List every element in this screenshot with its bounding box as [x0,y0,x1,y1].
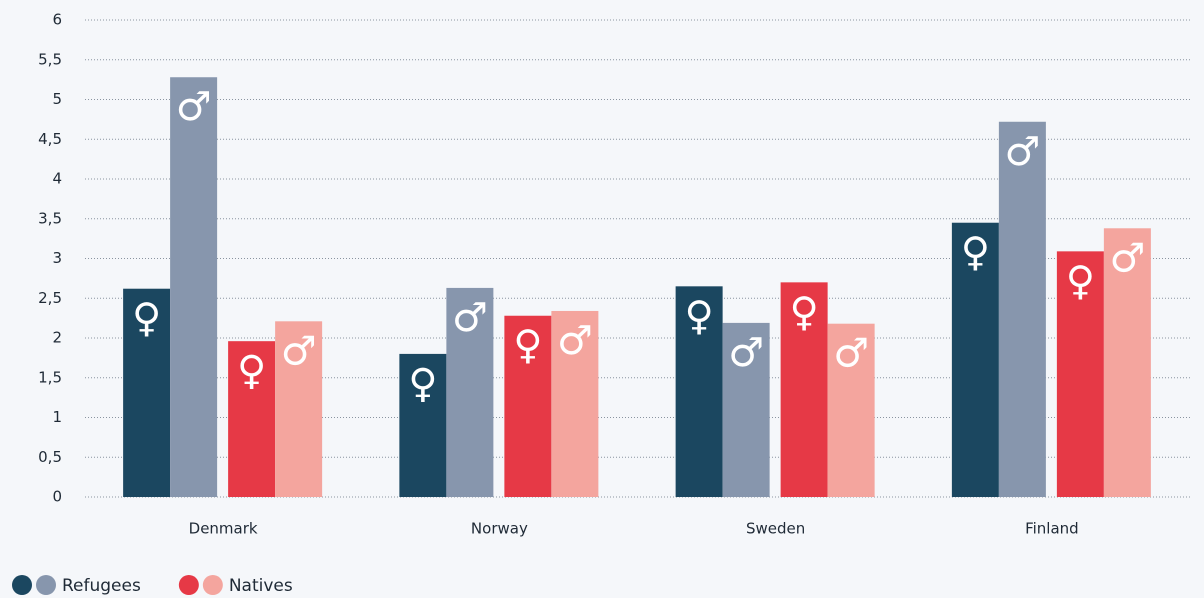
y-tick-label: 4 [52,170,62,188]
bar [1056,251,1104,497]
y-tick-label: 4,5 [38,130,62,148]
bar [722,322,770,497]
gender-symbol: ♀ [789,289,818,335]
bar [504,315,552,497]
gender-symbol: ♀ [1066,258,1095,304]
bar [123,288,171,497]
gender-symbol: ♀ [513,323,542,369]
y-tick-label: 2 [52,329,62,347]
gender-symbol: ♂ [833,331,869,377]
legend-dot [12,575,32,595]
y-tick-label: 2,5 [38,289,62,307]
bar [399,353,447,497]
bar [228,341,276,497]
y-tick-label: 5 [52,90,62,108]
y-tick-label: 3 [52,249,62,267]
gender-symbol: ♀ [961,230,990,276]
legend-label: Refugees [62,576,141,596]
y-tick-label: 6 [52,11,62,29]
y-tick-label: 0,5 [38,448,62,466]
gender-symbol: ♂ [281,328,317,374]
y-tick-label: 5,5 [38,50,62,68]
bar [951,222,999,497]
bar [1103,228,1151,498]
bar [446,287,494,497]
gender-symbol: ♂ [1004,129,1040,175]
legend-dot [178,575,199,595]
gender-symbol: ♀ [132,296,161,342]
x-tick-label: Denmark [189,520,258,538]
legend-dot [202,575,223,595]
gender-symbol: ♂ [452,295,488,341]
x-tick-label: Finland [1025,520,1079,538]
gender-symbol: ♂ [557,318,593,364]
y-tick-label: 1 [52,408,62,426]
gender-symbol: ♀ [408,361,437,407]
x-tick-label: Norway [471,520,528,538]
bar [675,286,723,497]
gender-symbol: ♀ [684,293,713,339]
gender-symbol: ♀ [237,348,266,394]
bar [827,323,875,497]
bar [998,121,1046,497]
y-tick-label: 1,5 [38,368,62,386]
bar [275,321,323,497]
x-tick-label: Sweden [746,520,805,538]
legend-dot [36,575,56,595]
bar [551,310,599,497]
gender-symbol: ♂ [176,84,212,130]
y-tick-label: 0 [52,488,62,506]
bar [780,282,828,497]
y-tick-label: 3,5 [38,209,62,227]
legend-label: Natives [229,576,293,596]
gender-symbol: ♂ [728,330,764,376]
gender-symbol: ♂ [1109,235,1145,281]
bar [170,77,218,498]
